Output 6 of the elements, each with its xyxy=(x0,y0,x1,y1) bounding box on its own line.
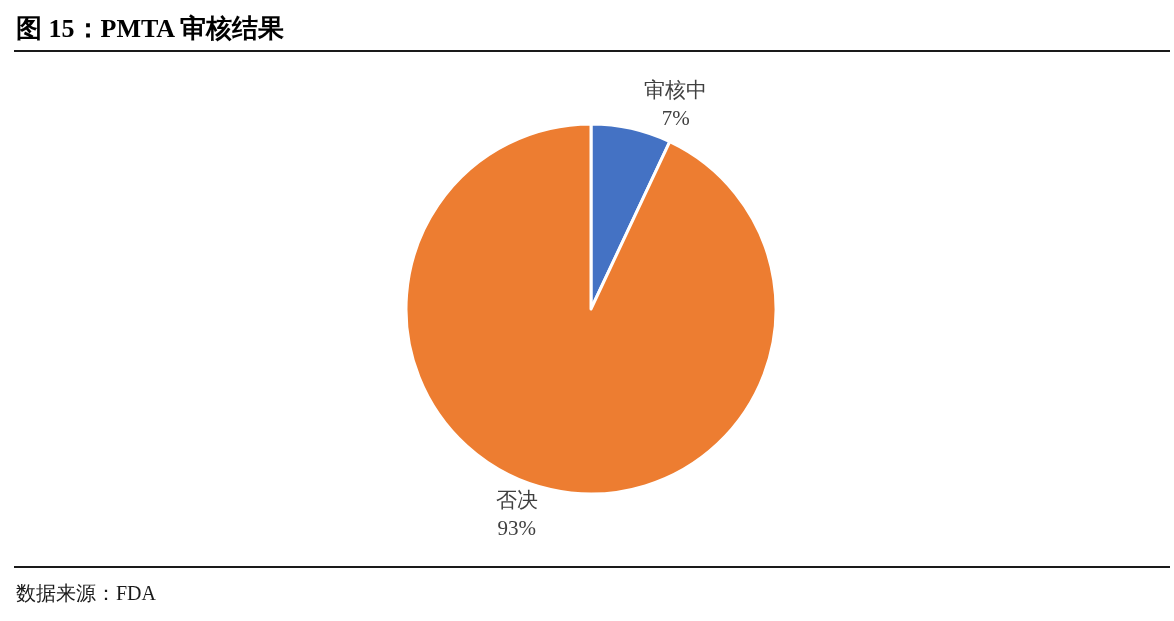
source-note: 数据来源：FDA xyxy=(16,582,157,604)
slice-label: 审核中 xyxy=(644,78,708,103)
slice-label: 否决 xyxy=(495,488,538,513)
data-label: 7% xyxy=(661,105,690,130)
data-label: 93% xyxy=(497,515,537,540)
text: 图 15：PMTA 审核结果 xyxy=(16,14,285,44)
